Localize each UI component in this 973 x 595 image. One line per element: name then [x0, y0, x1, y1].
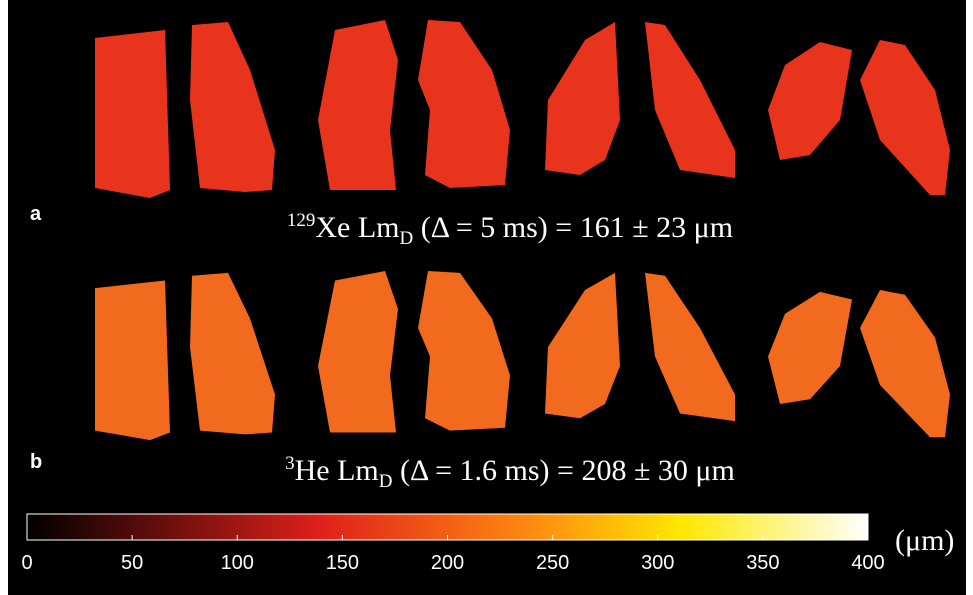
tick-label: 150	[326, 552, 359, 574]
tick-label: 350	[746, 552, 779, 574]
tick-label: 300	[641, 552, 674, 574]
caption: 3He LmD (Δ = 1.6 ms) = 208 ± 30 μm	[285, 453, 735, 492]
tick-label: 0	[21, 552, 32, 574]
tick-label: 50	[121, 552, 143, 574]
tick-label: 100	[221, 552, 254, 574]
caption: 129Xe LmD (Δ = 5 ms) = 161 ± 23 μm	[287, 210, 733, 249]
panel-label: b	[30, 451, 42, 473]
tick-label: 200	[431, 552, 464, 574]
colorbar-unit: (μm)	[895, 524, 954, 557]
tick-label: 250	[536, 552, 569, 574]
panel-label: a	[30, 203, 42, 225]
figure: a 129Xe LmD (Δ = 5 ms) = 161 ± 23 μm b 3…	[0, 0, 973, 595]
tick-label: 400	[851, 552, 884, 574]
